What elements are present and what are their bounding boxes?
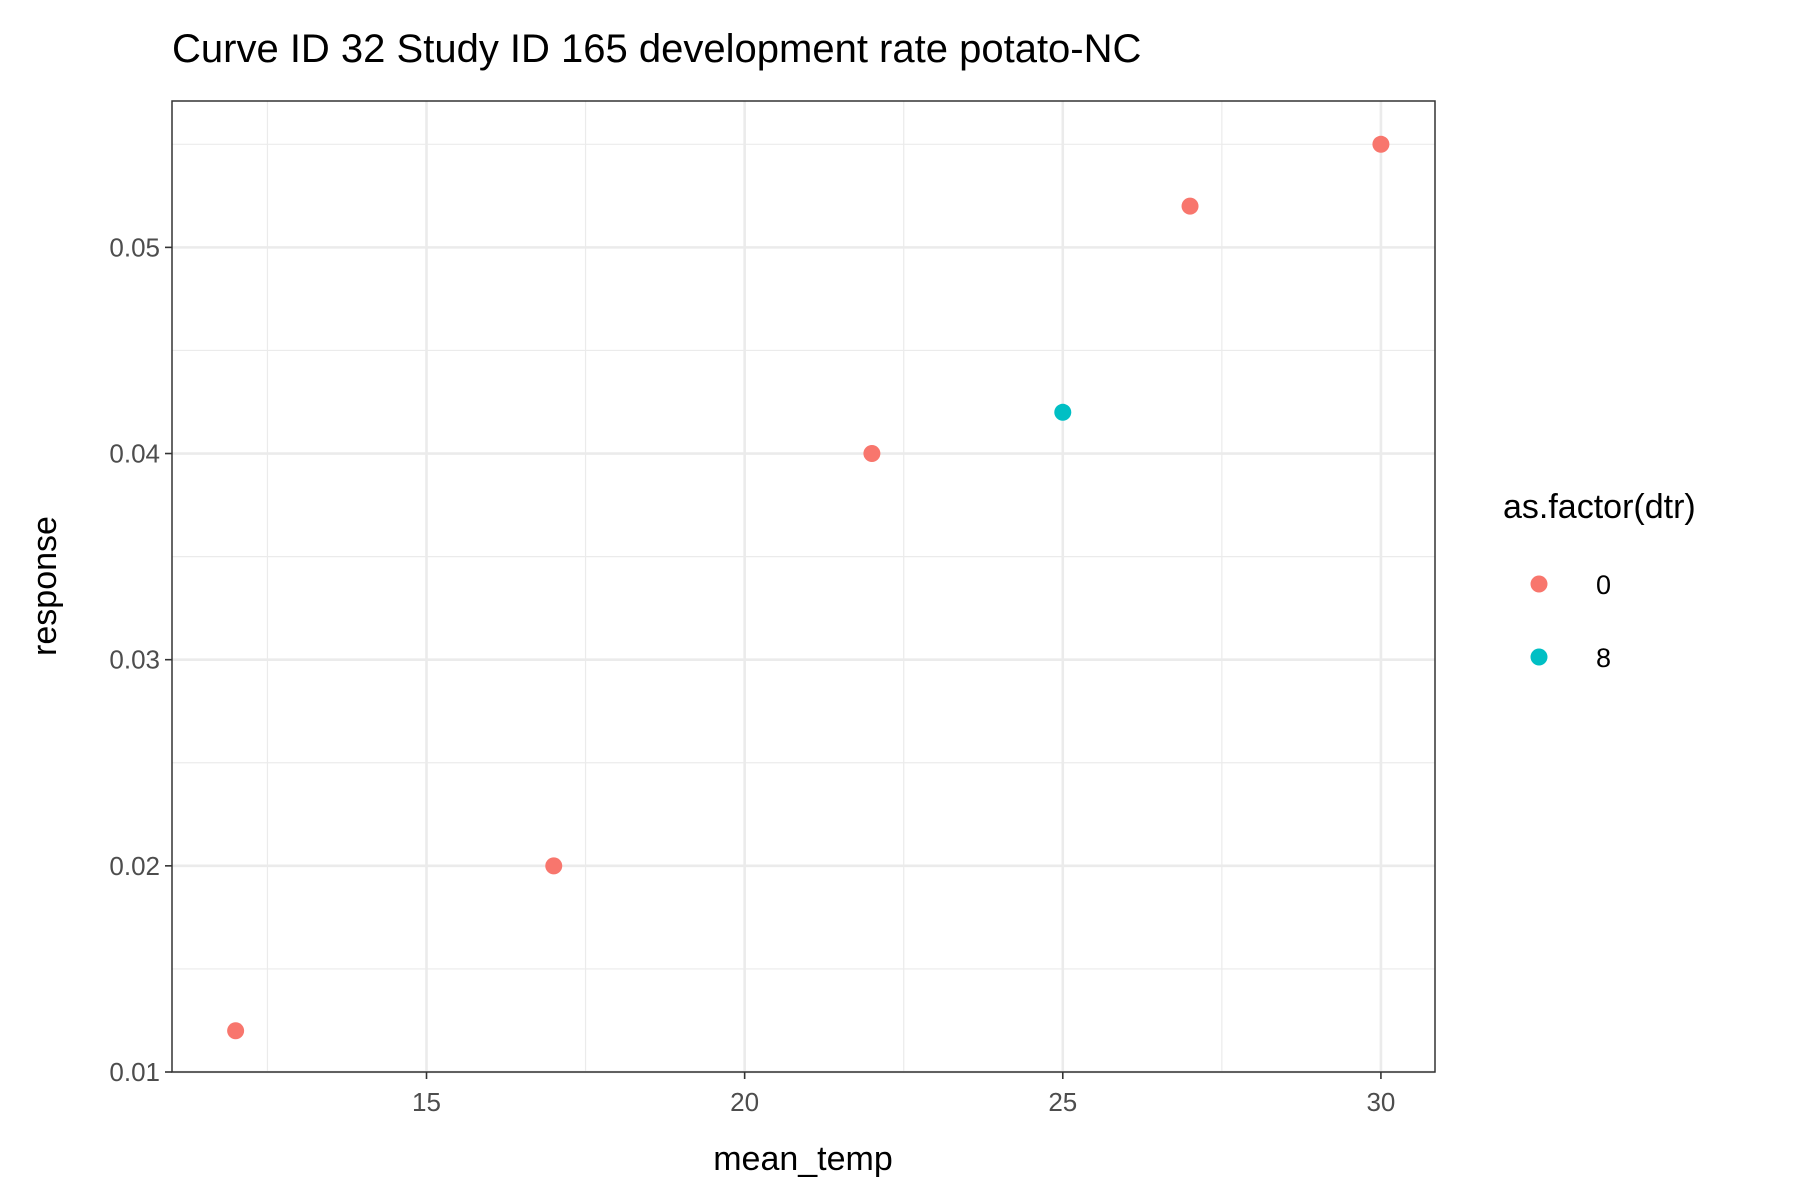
x-tick-label: 30 xyxy=(1366,1087,1395,1117)
legend: as.factor(dtr) 08 xyxy=(1503,488,1696,673)
data-point xyxy=(1372,135,1390,153)
data-point xyxy=(863,445,881,463)
x-tick-label: 15 xyxy=(412,1087,441,1117)
x-axis-ticks: 15 20 25 30 xyxy=(412,1072,1395,1117)
data-points xyxy=(227,135,1390,1040)
y-tick-label: 0.03 xyxy=(109,645,160,675)
y-axis-ticks: 0.01 0.02 0.03 0.04 0.05 xyxy=(109,232,172,1087)
major-gridlines xyxy=(172,101,1435,1074)
data-point xyxy=(1054,403,1072,421)
legend-title: as.factor(dtr) xyxy=(1503,488,1696,526)
plot-border xyxy=(171,100,1436,1073)
legend-entries: 08 xyxy=(1530,570,1611,673)
legend-key xyxy=(1530,575,1548,593)
chart-title: Curve ID 32 Study ID 165 development rat… xyxy=(172,27,1141,71)
y-tick-label: 0.01 xyxy=(109,1057,160,1087)
x-tick-label: 25 xyxy=(1048,1087,1077,1117)
x-axis-title: mean_temp xyxy=(713,1140,893,1178)
x-tick-label: 20 xyxy=(730,1087,759,1117)
y-tick-label: 0.02 xyxy=(109,851,160,881)
data-point xyxy=(227,1022,245,1040)
legend-key xyxy=(1530,648,1548,666)
legend-label: 0 xyxy=(1596,570,1611,600)
y-tick-label: 0.04 xyxy=(109,439,160,469)
legend-label: 8 xyxy=(1596,643,1611,673)
minor-gridlines xyxy=(172,101,1435,1072)
y-tick-label: 0.05 xyxy=(109,232,160,262)
plot-panel xyxy=(172,101,1435,1072)
data-point xyxy=(545,857,563,875)
data-point xyxy=(1181,197,1199,215)
y-axis-title: response xyxy=(26,516,64,656)
